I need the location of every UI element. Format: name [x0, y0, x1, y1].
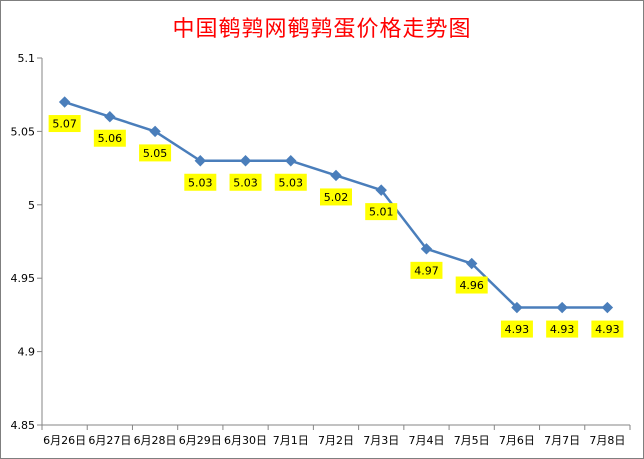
data-label: 5.07: [52, 118, 77, 131]
data-point-marker: [375, 184, 387, 196]
data-label: 5.03: [233, 176, 258, 189]
data-label: 5.01: [369, 206, 394, 219]
data-label: 4.93: [550, 323, 575, 336]
data-label: 5.05: [143, 147, 168, 160]
y-tick-label: 5.05: [11, 125, 36, 138]
data-point-marker: [58, 96, 71, 108]
x-tick-label: 7月7日: [544, 434, 580, 447]
y-tick-label: 5.1: [18, 52, 36, 65]
data-label: 5.06: [98, 132, 123, 145]
x-tick-label: 7月4日: [408, 434, 444, 447]
x-tick-label: 6月26日: [43, 434, 86, 447]
data-label-box: [48, 115, 81, 133]
data-label-box: [365, 203, 398, 221]
data-point-marker: [330, 169, 342, 182]
data-point-marker: [511, 301, 523, 314]
data-label-box: [229, 173, 262, 191]
x-tick-label: 7月3日: [363, 434, 399, 447]
data-label-box: [274, 173, 307, 191]
x-tick-label: 7月2日: [318, 434, 354, 447]
data-label: 4.93: [595, 323, 620, 336]
data-label: 5.03: [188, 176, 213, 189]
data-label: 4.97: [414, 264, 439, 277]
x-tick-label: 7月8日: [589, 434, 625, 447]
y-tick-label: 4.9: [18, 346, 36, 359]
data-label: 5.02: [324, 191, 349, 204]
data-point-marker: [465, 257, 478, 270]
data-label: 5.03: [279, 176, 304, 189]
data-point-marker: [601, 301, 614, 314]
data-label-box: [455, 276, 488, 294]
data-point-marker: [194, 155, 207, 167]
data-label-box: [591, 320, 624, 338]
x-tick-label: 7月1日: [273, 434, 309, 447]
x-tick-label: 6月30日: [224, 434, 267, 447]
x-tick-label: 7月5日: [454, 434, 490, 447]
data-label-box: [139, 144, 172, 162]
data-label: 4.93: [505, 323, 530, 336]
data-point-marker: [149, 125, 161, 138]
data-point-marker: [556, 301, 568, 314]
x-tick-label: 6月29日: [179, 434, 222, 447]
y-tick-label: 5: [28, 199, 35, 212]
data-label-box: [546, 320, 579, 338]
data-label: 4.96: [459, 279, 484, 292]
x-tick-label: 6月28日: [134, 434, 177, 447]
data-point-marker: [420, 243, 433, 255]
x-tick-label: 7月6日: [499, 434, 535, 447]
data-label-box: [184, 173, 217, 191]
data-label-box: [93, 129, 126, 147]
data-label-box: [410, 261, 443, 279]
y-tick-label: 4.85: [11, 419, 36, 432]
data-point-marker: [285, 155, 297, 167]
data-point-marker: [239, 155, 252, 167]
x-tick-label: 6月27日: [88, 434, 131, 447]
data-label-box: [320, 188, 352, 206]
data-point-marker: [104, 111, 116, 123]
chart-title: 中国鹌鹑网鹌鹑蛋价格走势图: [172, 17, 472, 42]
y-tick-label: 4.95: [11, 272, 36, 285]
data-label-box: [500, 320, 533, 338]
